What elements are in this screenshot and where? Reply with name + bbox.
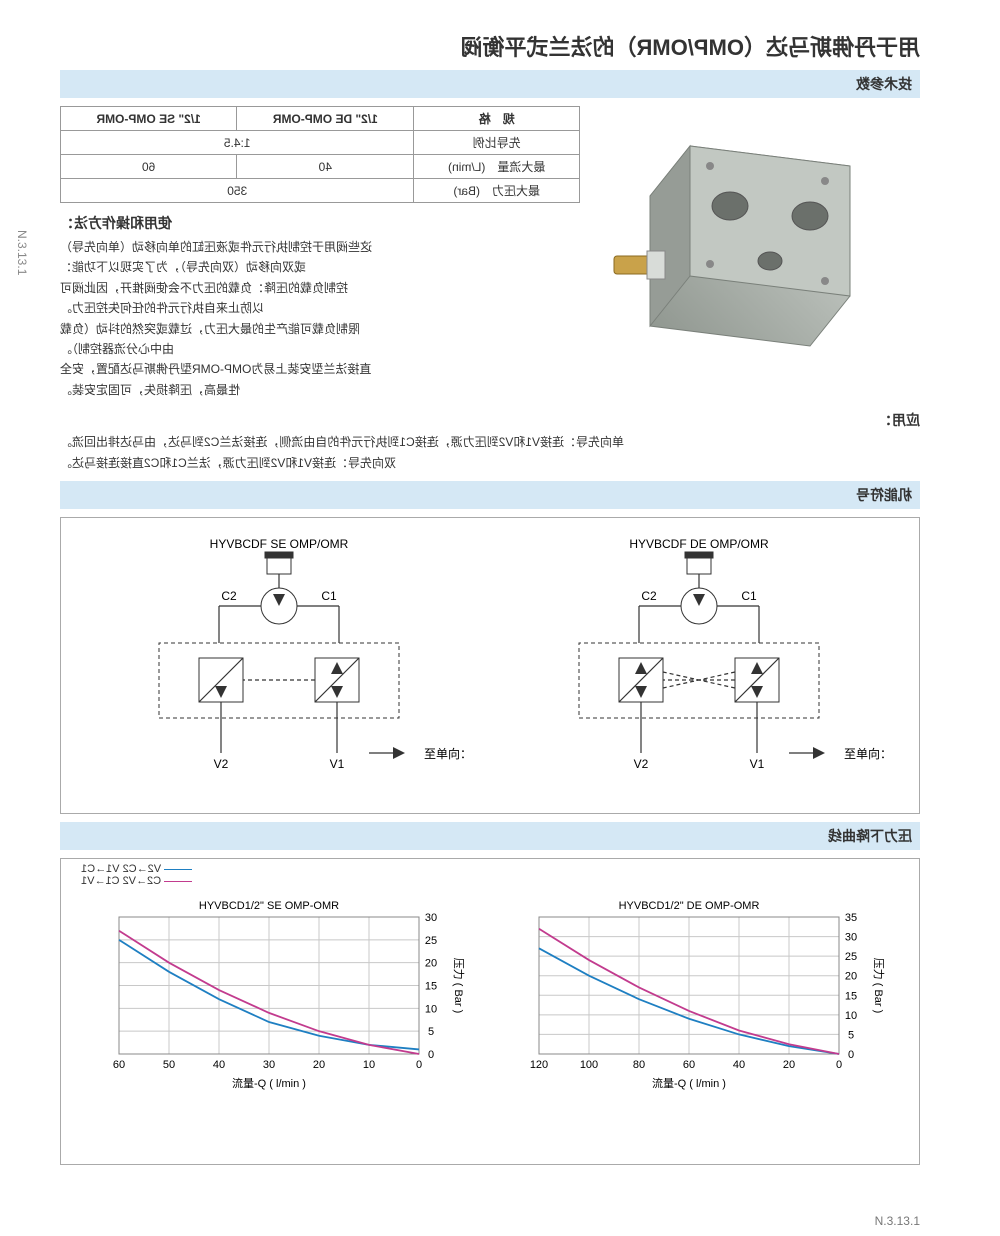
app-l0: 单向先导：连接V1和V2到压力源，连接C1到执行元件的自由流侧，连接法兰C2到马… <box>60 432 920 452</box>
svg-text:0: 0 <box>848 1049 854 1061</box>
legend-0: V2→C2 V1→C1 <box>81 863 161 875</box>
svg-text:流量-Q ( l/min ): 流量-Q ( l/min ) <box>232 1076 306 1090</box>
usage-l1: 或双向移动（双向先导），为了实现以下功能： <box>60 257 580 277</box>
usage-l5: 由中心分流器控制）。 <box>60 339 580 359</box>
product-render <box>600 106 920 400</box>
schematics-box: HYVBCDF DE OMP/OMR C1 C2 V1 V2 至单向： HYVBCDF SE… <box>60 517 920 814</box>
spec-r0c0: 先导比例 <box>414 131 580 155</box>
svg-text:HYVBCD1/2" DE OMP-OMR: HYVBCD1/2" DE OMP-OMR <box>619 900 760 912</box>
usage-l2: 控制负载的压降：负载的压力不会使阀推开，因此阀可 <box>60 278 580 298</box>
svg-text:至单向：: 至单向： <box>424 746 472 761</box>
usage-l7: 性最高，压降损失，可固定安装。 <box>60 380 580 400</box>
svg-text:压力 ( Bar ): 压力 ( Bar ) <box>452 958 465 1014</box>
svg-text:40: 40 <box>733 1059 745 1071</box>
svg-text:25: 25 <box>425 935 437 947</box>
usage-l6: 直接法兰型安装上易为OMP-OMR型丹佛斯马达配置，安全 <box>60 359 580 379</box>
usage-l3: 以防止来自执行元件的任何失控压力。 <box>60 298 580 318</box>
svg-text:60: 60 <box>113 1059 125 1071</box>
svg-text:10: 10 <box>425 1003 437 1015</box>
svg-text:50: 50 <box>163 1059 175 1071</box>
svg-text:100: 100 <box>580 1059 598 1071</box>
svg-text:至单向：: 至单向： <box>844 746 892 761</box>
spec-h0: 规 格 <box>414 107 580 131</box>
svg-text:0: 0 <box>428 1049 434 1061</box>
usage-l4: 限制负载可能产生的最大压力，过载或突然的抖动（负载 <box>60 319 580 339</box>
usage-l0: 这些阀用于控制执行元件或液压缸的单向移动（单向先导） <box>60 237 580 257</box>
svg-text:0: 0 <box>416 1059 422 1071</box>
svg-text:20: 20 <box>783 1059 795 1071</box>
svg-text:0: 0 <box>836 1059 842 1071</box>
spec-r1c0: 最大流量 (L/min) <box>414 155 580 179</box>
svg-text:30: 30 <box>845 931 857 943</box>
app-l1: 双向先导：连接V1和V2到压力源，法兰C1和C2直接连接马达。 <box>60 453 920 473</box>
svg-text:V2: V2 <box>634 757 649 771</box>
svg-text:25: 25 <box>845 951 857 963</box>
svg-text:HYVBCD1/2" SE OMP-OMR: HYVBCD1/2" SE OMP-OMR <box>199 900 339 912</box>
spec-table: 规 格 1/2" DE OMP-OMR 1/2" SE OMP-OMR 先导比例… <box>60 106 580 203</box>
svg-text:15: 15 <box>845 990 857 1002</box>
spec-h1: 1/2" DE OMP-OMR <box>237 107 414 131</box>
svg-text:V1: V1 <box>750 757 765 771</box>
legend-1: C2→V2 C1→V1 <box>81 875 161 887</box>
svg-text:30: 30 <box>425 912 437 924</box>
svg-text:30: 30 <box>263 1059 275 1071</box>
section-tech: 技术参数 <box>60 70 920 98</box>
page-title: 用于丹佛斯马达（OMP/OMR）的法兰式平衡阀 <box>60 30 920 62</box>
svg-text:20: 20 <box>313 1059 325 1071</box>
svg-text:HYVBCDF DE OMP/OMR: HYVBCDF DE OMP/OMR <box>629 537 769 551</box>
footer-page-code: N.3.13.1 <box>875 1214 920 1228</box>
usage-title: 使用和操作方法： <box>60 213 580 233</box>
svg-text:5: 5 <box>848 1029 854 1041</box>
svg-text:10: 10 <box>363 1059 375 1071</box>
svg-text:80: 80 <box>633 1059 645 1071</box>
spec-r2c1: 350 <box>61 179 414 203</box>
spec-r1c1: 40 <box>237 155 414 179</box>
svg-text:流量-Q ( l/min ): 流量-Q ( l/min ) <box>652 1076 726 1090</box>
spec-r2c0: 最大压力 (Bar) <box>414 179 580 203</box>
svg-text:HYVBCDF SE OMP/OMR: HYVBCDF SE OMP/OMR <box>210 537 349 551</box>
spec-r1c2: 60 <box>61 155 237 179</box>
svg-text:40: 40 <box>213 1059 225 1071</box>
svg-text:V1: V1 <box>330 757 345 771</box>
charts-box: V2→C2 V1→C1 C2→V2 C1→V1 0204060801001200… <box>60 858 920 1165</box>
svg-text:35: 35 <box>845 912 857 924</box>
spec-r0c1: 1:4.5 <box>61 131 414 155</box>
svg-text:10: 10 <box>845 1010 857 1022</box>
svg-text:15: 15 <box>425 980 437 992</box>
svg-text:120: 120 <box>530 1059 548 1071</box>
svg-text:C1: C1 <box>741 589 757 603</box>
application-title: 应用： <box>60 410 920 430</box>
section-curve: 压力下降曲线 <box>60 822 920 850</box>
spec-h2: 1/2" SE OMP-OMR <box>61 107 237 131</box>
svg-text:5: 5 <box>428 1026 434 1038</box>
svg-text:C2: C2 <box>221 589 237 603</box>
section-func: 机能符号 <box>60 481 920 509</box>
svg-text:20: 20 <box>425 958 437 970</box>
side-page-code: N.3.13.1 <box>15 230 29 275</box>
svg-text:20: 20 <box>845 971 857 983</box>
svg-text:压力 ( Bar ): 压力 ( Bar ) <box>872 958 885 1014</box>
svg-text:C2: C2 <box>641 589 657 603</box>
svg-text:60: 60 <box>683 1059 695 1071</box>
svg-text:V2: V2 <box>214 757 229 771</box>
svg-text:C1: C1 <box>321 589 337 603</box>
usage-body: 这些阀用于控制执行元件或液压缸的单向移动（单向先导） 或双向移动（双向先导），为… <box>60 237 580 400</box>
